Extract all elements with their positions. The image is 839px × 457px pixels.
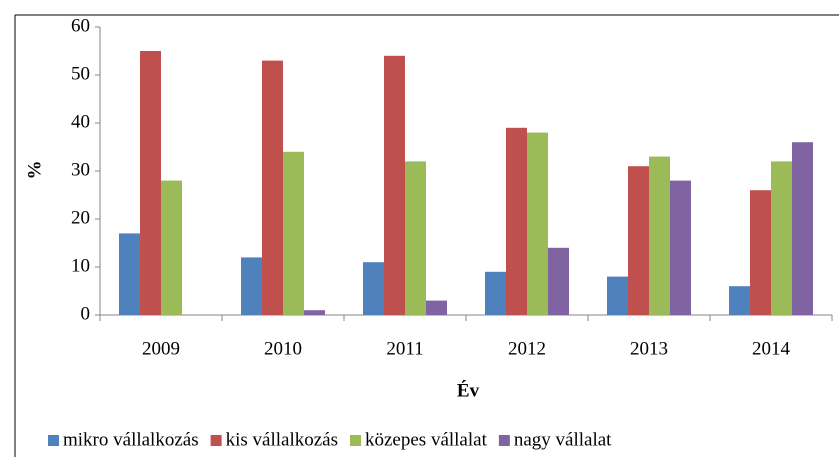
bar	[506, 127, 527, 315]
bar	[426, 300, 447, 315]
legend-label: nagy vállalat	[514, 429, 612, 450]
bar	[241, 257, 262, 315]
y-tick-label: 50	[71, 63, 90, 84]
legend-label: kis vállalkozás	[226, 429, 338, 450]
bar	[607, 276, 628, 315]
bar	[771, 161, 792, 315]
bar	[304, 310, 325, 315]
legend-swatch	[498, 435, 510, 446]
legend-swatch	[210, 435, 222, 446]
bar	[750, 190, 771, 315]
bar	[628, 166, 649, 315]
y-tick-label: 20	[71, 207, 90, 228]
bar	[729, 286, 750, 315]
legend-swatch	[48, 435, 59, 446]
x-tick-label: 2010	[264, 338, 302, 359]
bar	[283, 151, 304, 315]
x-tick-label: 2012	[508, 338, 546, 359]
x-tick-label: 2014	[752, 338, 791, 359]
y-axis-label: %	[24, 161, 45, 180]
bar	[119, 233, 140, 315]
x-tick-label: 2011	[386, 338, 423, 359]
bar	[792, 142, 813, 315]
bar	[670, 180, 691, 315]
x-tick-label: 2013	[630, 338, 668, 359]
legend-label: mikro vállalkozás	[63, 429, 199, 450]
bar	[527, 132, 548, 315]
bar	[363, 262, 384, 315]
y-tick-label: 40	[71, 111, 90, 132]
bar	[548, 247, 569, 315]
bar	[161, 180, 182, 315]
x-axis-label: Év	[457, 379, 480, 401]
y-tick-label: 0	[81, 303, 91, 324]
bar	[140, 51, 161, 315]
bar	[405, 161, 426, 315]
bar	[649, 156, 670, 315]
bar	[262, 60, 283, 315]
bar	[384, 55, 405, 316]
y-tick-label: 60	[71, 15, 90, 36]
bar	[485, 271, 506, 315]
legend-label: közepes vállalat	[365, 429, 488, 450]
x-tick-label: 2009	[142, 338, 180, 359]
y-tick-label: 30	[71, 159, 90, 180]
legend-swatch	[350, 435, 361, 446]
y-tick-label: 10	[71, 255, 90, 276]
